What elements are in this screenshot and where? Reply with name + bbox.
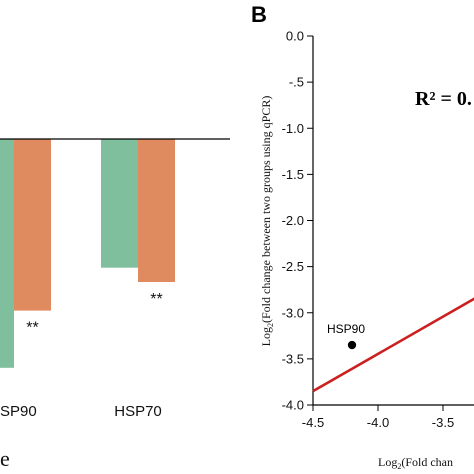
fit-line xyxy=(312,297,474,393)
bar-hsp70-series-2 xyxy=(138,139,175,282)
x-ticks-b: -4.5 -4.0 -3.5 xyxy=(302,405,454,430)
significance-label-hsp90: ** xyxy=(26,320,38,337)
panel-a-axis-label: e xyxy=(0,446,10,471)
significance-label-hsp70: ** xyxy=(150,291,162,308)
y-tick-label: -1.5 xyxy=(282,167,304,182)
y-axis-label-subscript: 2 xyxy=(266,323,275,327)
x-axis-label-subscript: 2 xyxy=(397,462,401,471)
data-point-label-hsp90: HSP90 xyxy=(327,322,365,336)
panel-b-scatter-plot: B R² = 0. 0.0 -.5 -1.0 -1.5 -2.0 -2.5 -3.0 -3.5… xyxy=(251,2,474,471)
x-tick-label: -4.0 xyxy=(367,415,389,430)
y-ticks-b: 0.0 -.5 -1.0 -1.5 -2.0 -2.5 -3.0 -3.5 -4.0 xyxy=(282,29,313,413)
x-tick-label: -4.5 xyxy=(302,415,324,430)
x-axis-label-b: Log2(Fold chan xyxy=(378,455,453,471)
y-tick-label: -2.0 xyxy=(282,213,304,228)
y-tick-label: -.5 xyxy=(289,75,304,90)
category-label-hsp70: HSP70 xyxy=(114,403,162,420)
x-axis-label-rest: (Fold chan xyxy=(401,455,453,469)
x-tick-label: -3.5 xyxy=(432,415,454,430)
panel-b-label: B xyxy=(251,2,267,27)
y-tick-label: -3.5 xyxy=(282,351,304,366)
y-tick-label: -1.0 xyxy=(282,121,304,136)
y-axis-label-b: Log2(Fold change between two groups usin… xyxy=(259,96,275,347)
bar-hsp70-series-1 xyxy=(101,139,138,268)
y-tick-label: -3.0 xyxy=(282,305,304,320)
y-axis-label-rest: (Fold change between two groups using qP… xyxy=(259,96,273,323)
x-axis-label-prefix: Log xyxy=(378,455,397,469)
category-label-hsp90: SP90 xyxy=(0,403,37,420)
r-squared-annotation: R² = 0. xyxy=(415,88,472,110)
y-axis-label-prefix: Log xyxy=(259,327,273,346)
y-tick-label: -2.5 xyxy=(282,259,304,274)
y-tick-label: 0.0 xyxy=(286,29,304,44)
bar-hsp90-series-2 xyxy=(14,139,51,311)
y-tick-label: -4.0 xyxy=(282,398,304,413)
panel-a-bar-chart: SP90 HSP70 e ** ** xyxy=(0,138,230,471)
bar-hsp90-series-1 xyxy=(0,139,14,368)
bars-a xyxy=(0,139,175,368)
data-point-hsp90 xyxy=(347,340,357,350)
